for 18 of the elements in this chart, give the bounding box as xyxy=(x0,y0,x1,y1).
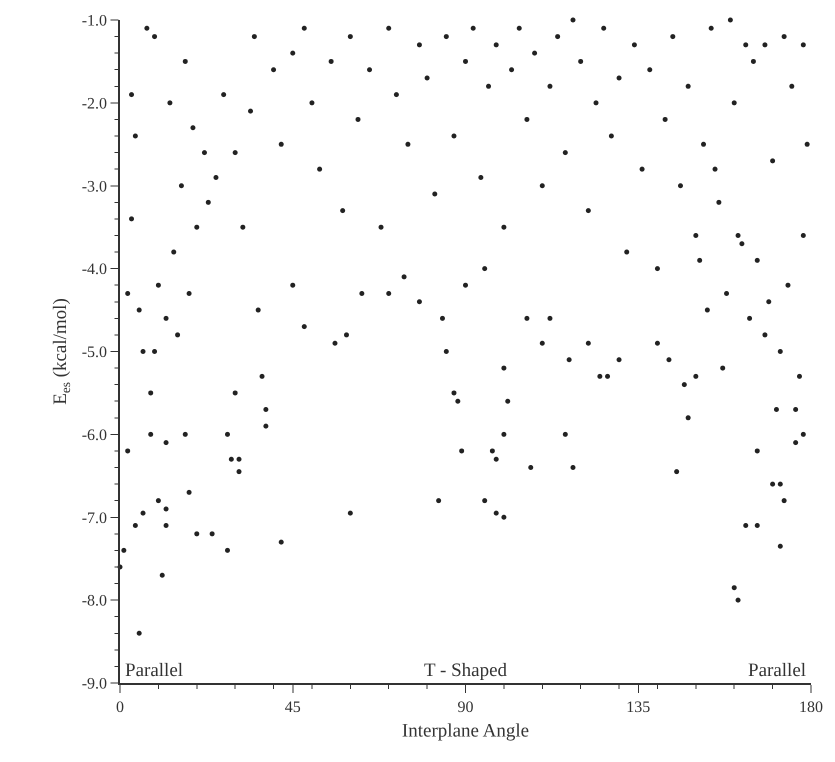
x-tick-label: 45 xyxy=(284,698,301,716)
y-tick-label: -7.0 xyxy=(82,510,108,527)
y-tick-label: -8.0 xyxy=(82,592,108,610)
x-axis-title: Interplane Angle xyxy=(402,720,530,742)
y-tick-label: -2.0 xyxy=(82,95,108,112)
y-tick-label: -3.0 xyxy=(82,178,108,196)
y-tick-label: -6.0 xyxy=(82,426,108,444)
x-tick-label: 135 xyxy=(626,698,650,716)
x-tick-label: 180 xyxy=(799,698,823,716)
annotation: Parallel xyxy=(748,660,806,681)
y-tick-label: -4.0 xyxy=(82,261,108,278)
x-tick-label: 0 xyxy=(116,698,124,716)
y-tick-label: -5.0 xyxy=(82,344,108,362)
annotation: Parallel xyxy=(125,660,184,681)
annotation: T - Shaped xyxy=(424,660,508,681)
y-tick-label: -9.0 xyxy=(82,676,108,693)
x-tick-label: 90 xyxy=(458,698,474,716)
y-tick-label: -1.0 xyxy=(82,12,108,30)
